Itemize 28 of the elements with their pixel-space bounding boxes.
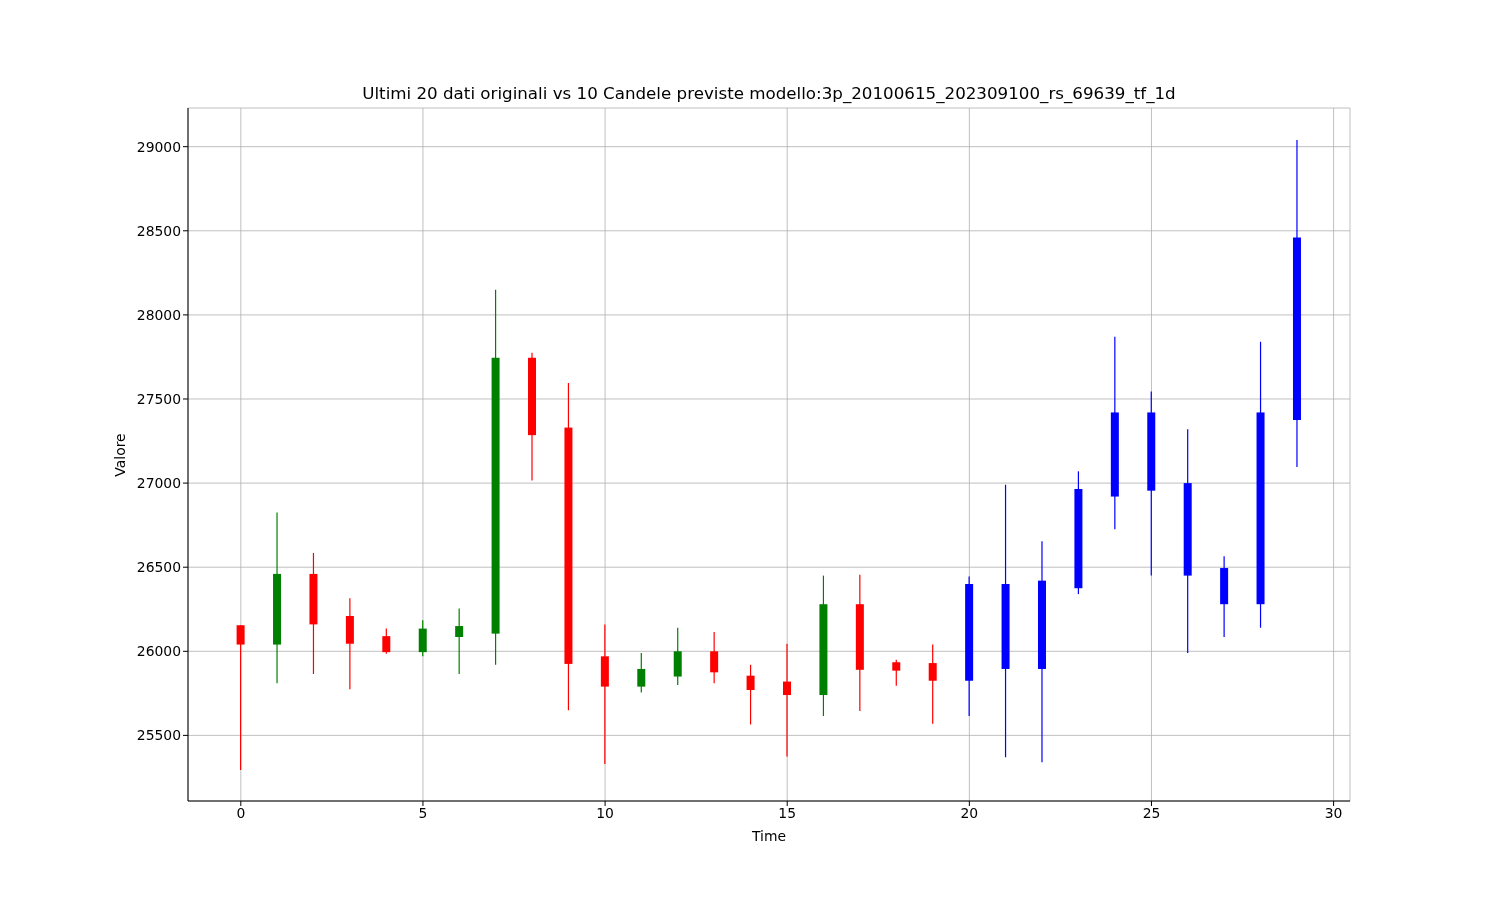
x-axis-title: Time xyxy=(752,828,786,844)
y-tick-label: 25500 xyxy=(136,727,181,744)
candlestick xyxy=(455,607,464,675)
y-tick-label: 28500 xyxy=(136,222,181,239)
candlestick xyxy=(892,659,901,687)
y-tick-label: 27000 xyxy=(136,475,181,492)
y-tick-label: 27500 xyxy=(136,390,181,407)
y-tick-label: 29000 xyxy=(136,138,181,155)
y-tick-label: 28000 xyxy=(136,306,181,323)
y-tick-label: 26000 xyxy=(136,643,181,660)
candlestick xyxy=(236,624,245,771)
candlestick xyxy=(418,619,427,657)
candlestick xyxy=(382,627,391,655)
x-tick-label: 25 xyxy=(1142,804,1161,821)
candlestick xyxy=(637,652,646,694)
candlestick xyxy=(783,643,791,758)
chart-title: Ultimi 20 dati originali vs 10 Candele previste modello:3p_20100615_202309100_rs_69639_tf_1d xyxy=(361,83,1177,103)
x-tick-label: 10 xyxy=(596,804,614,821)
x-tick-label: 20 xyxy=(960,804,979,821)
y-axis-title: Valore xyxy=(112,433,128,477)
x-tick-label: 5 xyxy=(418,804,428,821)
x-tick-label: 15 xyxy=(778,804,797,821)
candlestick xyxy=(928,643,937,725)
y-tick-label: 26500 xyxy=(136,559,181,576)
candlestick xyxy=(746,664,755,726)
x-tick-label: 30 xyxy=(1324,804,1343,821)
x-tick-label: 0 xyxy=(236,804,246,821)
candlestick xyxy=(710,631,719,684)
